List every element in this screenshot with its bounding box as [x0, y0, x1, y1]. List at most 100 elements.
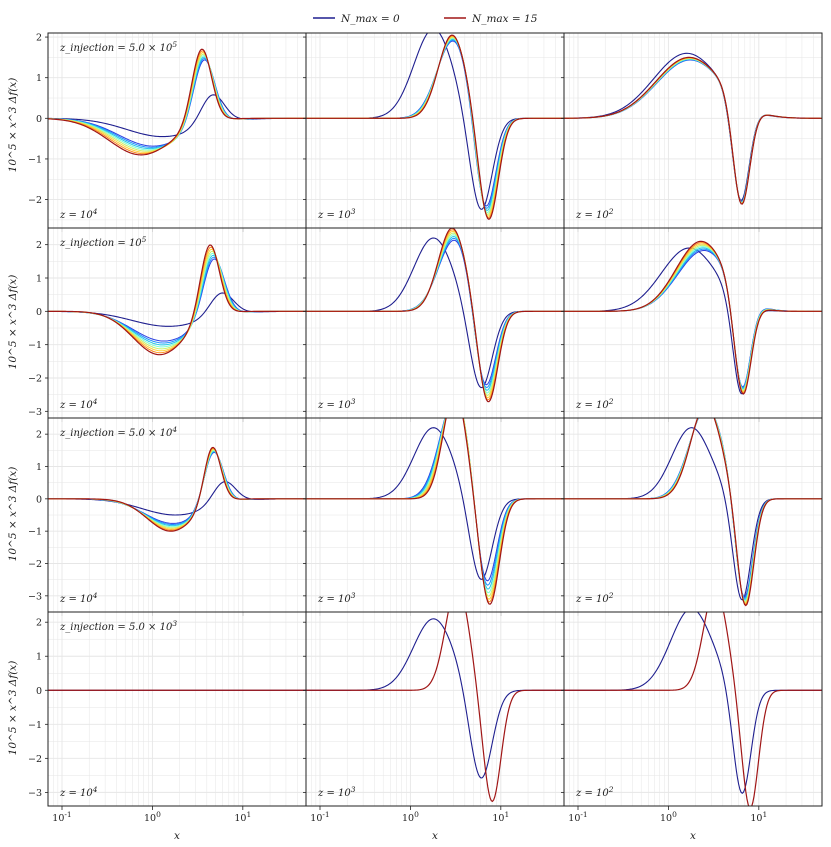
series-nmax-intermediate: [564, 243, 822, 393]
y-tick-label: 1: [36, 652, 42, 663]
series-nmax-intermediate: [306, 239, 564, 386]
series-nmax-intermediate: [564, 418, 822, 604]
series-nmax-intermediate: [306, 232, 564, 396]
x-axis-label: x: [174, 830, 180, 842]
y-tick-label: −3: [28, 591, 42, 602]
y-tick-label: −1: [28, 340, 42, 351]
series-nmax-intermediate: [48, 59, 306, 147]
series-nmax-intermediate: [564, 59, 822, 203]
legend: N_max = 0 N_max = 15: [313, 13, 538, 25]
series-nmax-intermediate: [306, 234, 564, 394]
series-nmax-intermediate: [564, 59, 822, 203]
panel-redshift-label: z = 104: [59, 591, 98, 605]
series-nmax-intermediate: [48, 252, 306, 348]
y-tick-label: −3: [28, 407, 42, 418]
series-nmax-intermediate: [48, 248, 306, 352]
panel-r2-c2: z = 103: [303, 227, 565, 422]
panel-frame: [563, 227, 823, 419]
x-tick-label: 100: [144, 810, 161, 824]
series-nmax0: [564, 52, 822, 202]
y-tick-label: 0: [36, 307, 42, 318]
series-nmax-intermediate: [564, 58, 822, 204]
panel-frame: [563, 611, 823, 807]
series-nmax-intermediate: [48, 250, 306, 350]
series-nmax0: [306, 33, 564, 210]
series-nmax-intermediate: [48, 449, 306, 529]
series-nmax-intermediate: [48, 256, 306, 344]
series-nmax-intermediate: [564, 418, 822, 601]
legend-label-nmax15: N_max = 15: [471, 13, 538, 25]
panel-frame: [47, 227, 307, 419]
series-nmax15: [306, 228, 564, 403]
x-tick-label: 100: [660, 810, 677, 824]
panel-r1-c3: z = 102: [561, 32, 823, 232]
series-nmax-intermediate: [306, 418, 564, 594]
panel-redshift-label: z = 102: [575, 207, 614, 221]
series-nmax15: [306, 34, 564, 220]
panel-grid: −2 −1 0 1 2 z = 104 z_injection = 5.0 × 105 z =…: [28, 32, 823, 824]
y-tick-label: 1: [36, 274, 42, 285]
panel-r4-c2: 10-1 100 101 z = 103: [303, 611, 565, 824]
y-axis-label: 10^5 × x^3 Δf(x): [7, 661, 19, 756]
x-tick-label: 10-1: [52, 810, 71, 824]
series-nmax-intermediate: [564, 57, 822, 205]
panel-redshift-label: z = 103: [317, 207, 356, 221]
panel-r3-c1: −3 −2 −1 0 1 2 z = 104 z_injection = 5.0 × 104: [28, 417, 307, 616]
series-nmax-intermediate: [306, 37, 564, 214]
x-tick-label: 10-1: [568, 810, 587, 824]
x-tick-label: 101: [492, 810, 509, 824]
x-tick-label: 100: [402, 810, 419, 824]
y-tick-label: −2: [28, 559, 42, 570]
series-nmax-intermediate: [564, 246, 822, 391]
y-tick-label: −1: [28, 154, 42, 165]
series-nmax-intermediate: [306, 38, 564, 211]
series-nmax15: [564, 56, 822, 205]
y-tick-label: −1: [28, 720, 42, 731]
series-nmax-intermediate: [564, 244, 822, 392]
y-tick-label: −2: [28, 195, 42, 206]
y-axis-label: 10^5 × x^3 Δf(x): [7, 78, 19, 173]
y-tick-label: −2: [28, 754, 42, 765]
panel-redshift-label: z = 102: [575, 591, 614, 605]
series-nmax-intermediate: [306, 36, 564, 216]
series-nmax-intermediate: [306, 35, 564, 219]
series-nmax15: [48, 48, 306, 156]
panel-redshift-label: z = 103: [317, 785, 356, 799]
series-nmax-intermediate: [48, 447, 306, 531]
series-nmax0: [306, 237, 564, 389]
series-nmax-intermediate: [306, 418, 564, 582]
injection-label: z_injection = 5.0 × 105: [59, 40, 177, 54]
series-nmax-intermediate: [306, 39, 564, 209]
series-nmax-intermediate: [564, 418, 822, 602]
series-nmax0: [564, 612, 822, 794]
y-tick-label: 1: [36, 73, 42, 84]
series-nmax15: [48, 446, 306, 532]
panel-redshift-label: z = 102: [575, 785, 614, 799]
series-nmax-intermediate: [306, 418, 564, 600]
y-tick-label: 0: [36, 686, 42, 697]
panel-redshift-label: z = 103: [317, 397, 356, 411]
series-nmax-intermediate: [564, 58, 822, 204]
injection-label: z_injection = 5.0 × 104: [59, 425, 177, 439]
panel-frame: [47, 611, 307, 807]
panel-r1-c2: z = 103: [303, 32, 565, 232]
series-nmax-intermediate: [564, 250, 822, 388]
y-tick-label: 0: [36, 494, 42, 505]
series-nmax0: [564, 247, 822, 395]
series-nmax-intermediate: [306, 36, 564, 217]
panel-frame: [305, 611, 565, 807]
panel-frame: [47, 32, 307, 229]
series-nmax0: [48, 94, 306, 138]
series-nmax-intermediate: [306, 237, 564, 389]
series-nmax-intermediate: [48, 451, 306, 525]
series-nmax-intermediate: [306, 418, 564, 586]
series-nmax-intermediate: [306, 418, 564, 590]
series-nmax-intermediate: [306, 229, 564, 401]
series-nmax15: [306, 418, 564, 605]
x-axis-label: x: [432, 830, 438, 842]
panel-r3-c3: z = 102: [561, 417, 823, 616]
y-tick-label: 1: [36, 462, 42, 473]
series-nmax-intermediate: [306, 418, 564, 603]
series-nmax15: [306, 612, 564, 803]
